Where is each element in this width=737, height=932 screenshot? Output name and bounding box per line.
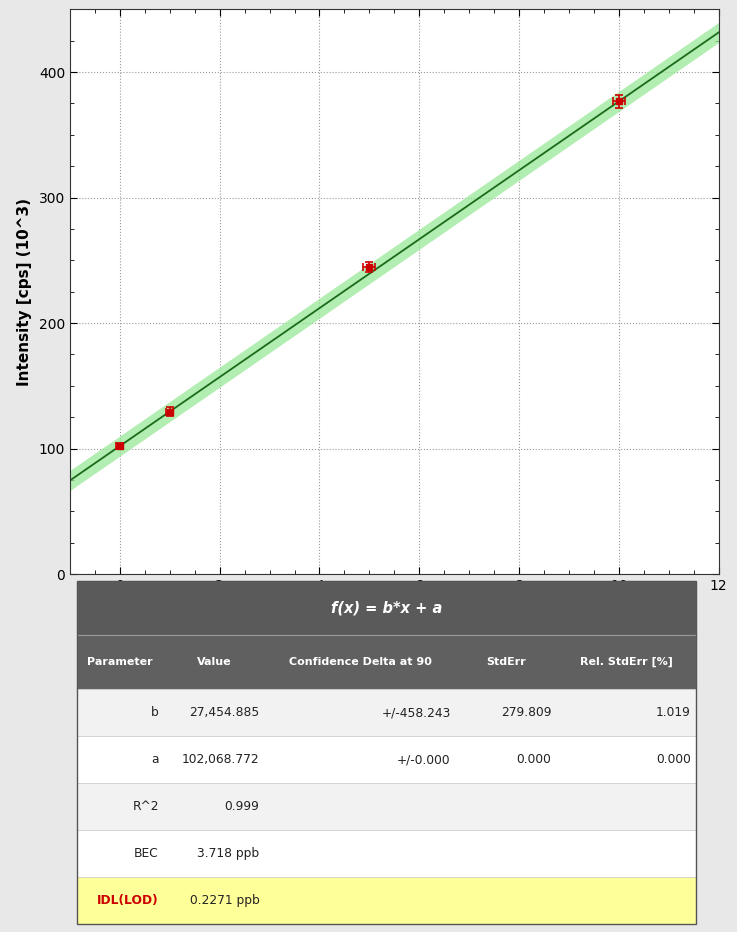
Bar [77,877,696,925]
Y-axis label: Intensity [cps] (10^3): Intensity [cps] (10^3) [17,198,32,386]
Bar [77,581,696,635]
Text: R^2: R^2 [133,801,159,814]
Text: b: b [151,706,159,720]
Text: 1.019: 1.019 [656,706,691,720]
Text: 3.718 ppb: 3.718 ppb [198,847,259,860]
Text: 0.2271 ppb: 0.2271 ppb [189,895,259,908]
X-axis label: Concentration [ppb]: Concentration [ppb] [307,600,481,615]
Text: f(x) = b*x + a: f(x) = b*x + a [330,600,442,615]
Text: Parameter: Parameter [88,657,153,667]
Text: 0.999: 0.999 [225,801,259,814]
Text: Rel. StdErr [%]: Rel. StdErr [%] [580,657,673,667]
Text: IDL(LOD): IDL(LOD) [97,895,159,908]
Text: a: a [151,753,159,766]
Text: 0.000: 0.000 [656,753,691,766]
Text: +/-458.243: +/-458.243 [381,706,451,720]
Text: StdErr: StdErr [486,657,526,667]
Text: Confidence Delta at 90: Confidence Delta at 90 [289,657,432,667]
Text: 27,454.885: 27,454.885 [189,706,259,720]
Text: BEC: BEC [134,847,159,860]
Bar [77,830,696,877]
Text: +/-0.000: +/-0.000 [397,753,451,766]
Bar [77,635,696,689]
Bar [77,783,696,830]
Text: 0.000: 0.000 [517,753,551,766]
Text: Value: Value [197,657,231,667]
Bar [77,689,696,736]
Text: 279.809: 279.809 [500,706,551,720]
Text: 102,068.772: 102,068.772 [182,753,259,766]
Bar [77,736,696,783]
